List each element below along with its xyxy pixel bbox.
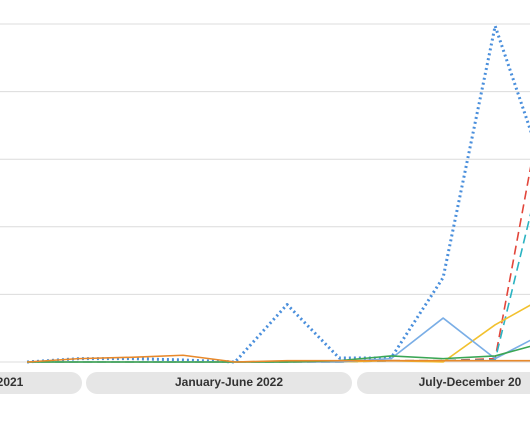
period-pill (86, 372, 352, 394)
line-series (27, 304, 530, 363)
line-series (27, 213, 530, 363)
line-series (27, 317, 530, 363)
period-pill (357, 372, 530, 394)
period-label: 2021 (0, 375, 24, 389)
period-label: July-December 20 (419, 375, 522, 389)
line-series (26, 354, 530, 363)
line-series (27, 345, 530, 363)
period-label: January-June 2022 (175, 375, 283, 389)
line-series (26, 24, 530, 364)
period-pill (0, 372, 82, 394)
